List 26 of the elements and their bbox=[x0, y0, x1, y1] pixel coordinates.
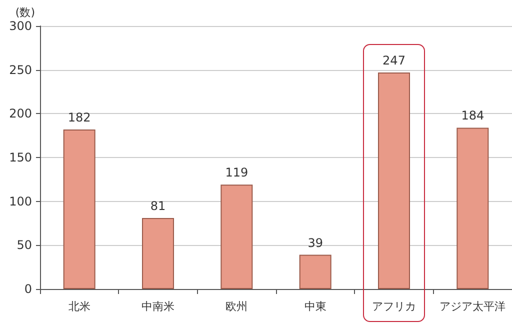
y-tick-label: 0 bbox=[24, 282, 32, 296]
y-tick-label: 100 bbox=[9, 194, 32, 208]
x-tick-label: 北米 bbox=[68, 300, 90, 313]
x-tick-label: アフリカ bbox=[372, 300, 416, 313]
y-tick-label: 250 bbox=[9, 62, 32, 77]
data-label: 247 bbox=[382, 53, 406, 68]
data-label: 39 bbox=[308, 236, 323, 250]
bar bbox=[378, 72, 410, 289]
bar bbox=[299, 254, 332, 289]
x-tick-label: 中南米 bbox=[142, 300, 174, 313]
data-label: 119 bbox=[225, 166, 248, 180]
data-label: 182 bbox=[68, 110, 91, 124]
y-tick-label: 200 bbox=[9, 106, 32, 121]
bar bbox=[220, 184, 253, 289]
x-tick-label: アジア太平洋 bbox=[440, 300, 506, 313]
y-tick-label: 150 bbox=[9, 150, 32, 164]
x-tick-label: 中東 bbox=[304, 300, 326, 313]
data-label: 81 bbox=[150, 198, 166, 213]
data-label: 184 bbox=[461, 108, 484, 123]
bar bbox=[456, 128, 489, 289]
bar bbox=[142, 218, 174, 289]
bar bbox=[63, 129, 96, 289]
y-tick-label: 50 bbox=[16, 238, 32, 252]
y-tick-label: 300 bbox=[9, 19, 32, 33]
y-axis-title: (数) bbox=[15, 6, 35, 19]
x-tick-label: 欧州 bbox=[226, 300, 248, 313]
